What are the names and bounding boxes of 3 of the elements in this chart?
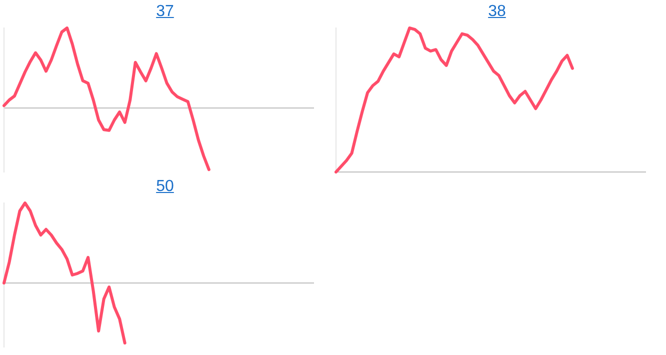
chart-title: 38: [487, 2, 507, 22]
chart-title: 50: [155, 177, 175, 197]
chart-title: 37: [155, 2, 175, 22]
